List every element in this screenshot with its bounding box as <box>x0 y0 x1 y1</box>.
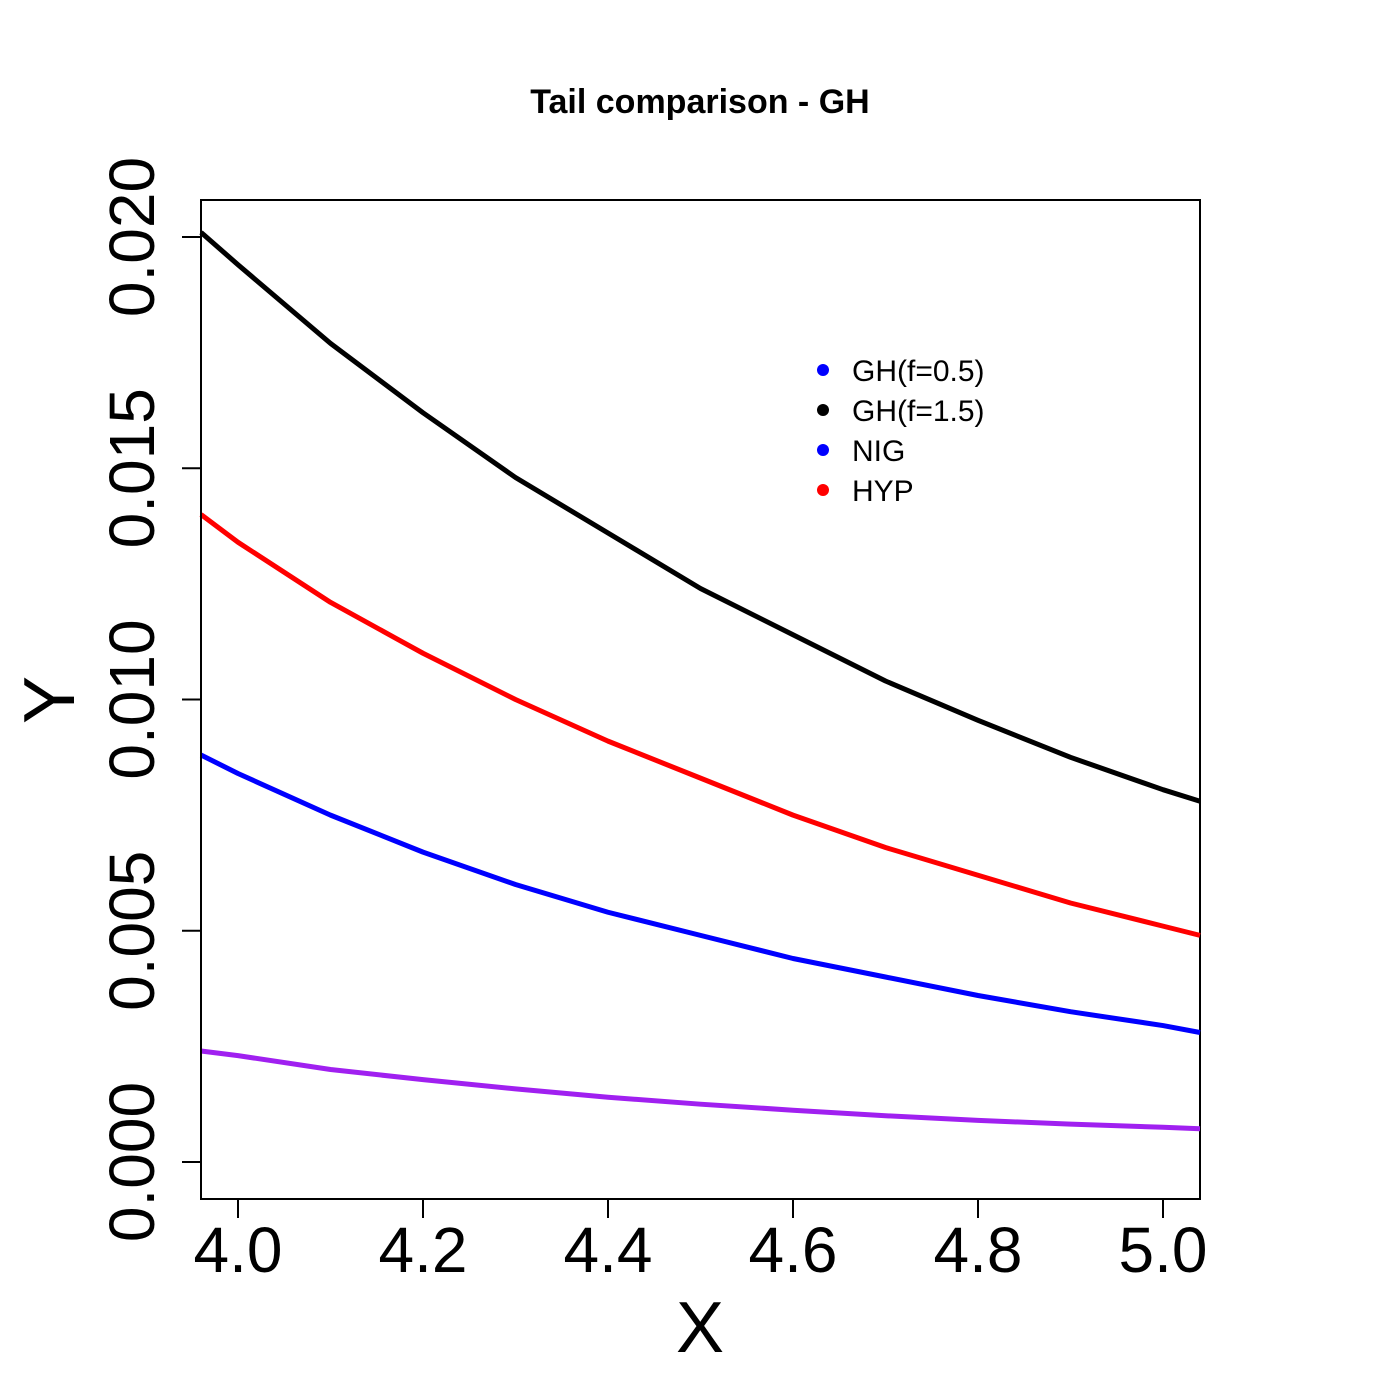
series-line-1 <box>199 230 1201 804</box>
x-axis: 4.0 4.2 4.4 4.6 4.8 5.0 <box>194 1198 1208 1286</box>
y-tick-label: 0.000 <box>96 1082 168 1242</box>
series-line-3 <box>199 752 1201 1035</box>
x-tick-label: 5.0 <box>1119 1214 1208 1286</box>
x-tick-label: 4.2 <box>379 1214 468 1286</box>
legend-marker <box>817 484 829 496</box>
y-axis-title: Y <box>10 676 90 724</box>
x-tick-label: 4.8 <box>934 1214 1023 1286</box>
legend-marker <box>817 404 829 416</box>
legend-label: GH(f=0.5) <box>852 355 985 388</box>
y-tick-label: 0.020 <box>96 157 168 317</box>
legend-label: HYP <box>852 475 914 508</box>
series-line-2 <box>199 512 1201 938</box>
y-tick-label: 0.015 <box>96 388 168 548</box>
plot-area-frame <box>200 199 1201 1200</box>
x-tick-label: 4.6 <box>749 1214 838 1286</box>
y-tick-label: 0.005 <box>96 851 168 1011</box>
legend-label: GH(f=1.5) <box>852 395 985 428</box>
y-tick-label: 0.010 <box>96 619 168 779</box>
legend: GH(f=0.5) GH(f=1.5) NIG HYP <box>817 355 985 508</box>
legend-label: NIG <box>852 435 905 468</box>
chart-title: Tail comparison - GH <box>530 83 869 121</box>
series-line-4 <box>200 1048 1201 1132</box>
x-axis-title: X <box>676 1288 724 1368</box>
legend-marker <box>817 364 829 376</box>
legend-marker <box>817 444 829 456</box>
x-tick-label: 4.4 <box>564 1214 653 1286</box>
y-axis: 0.000 0.005 0.010 0.015 0.020 <box>96 157 202 1242</box>
series-layer <box>199 230 1201 1132</box>
x-tick-label: 4.0 <box>194 1214 283 1286</box>
